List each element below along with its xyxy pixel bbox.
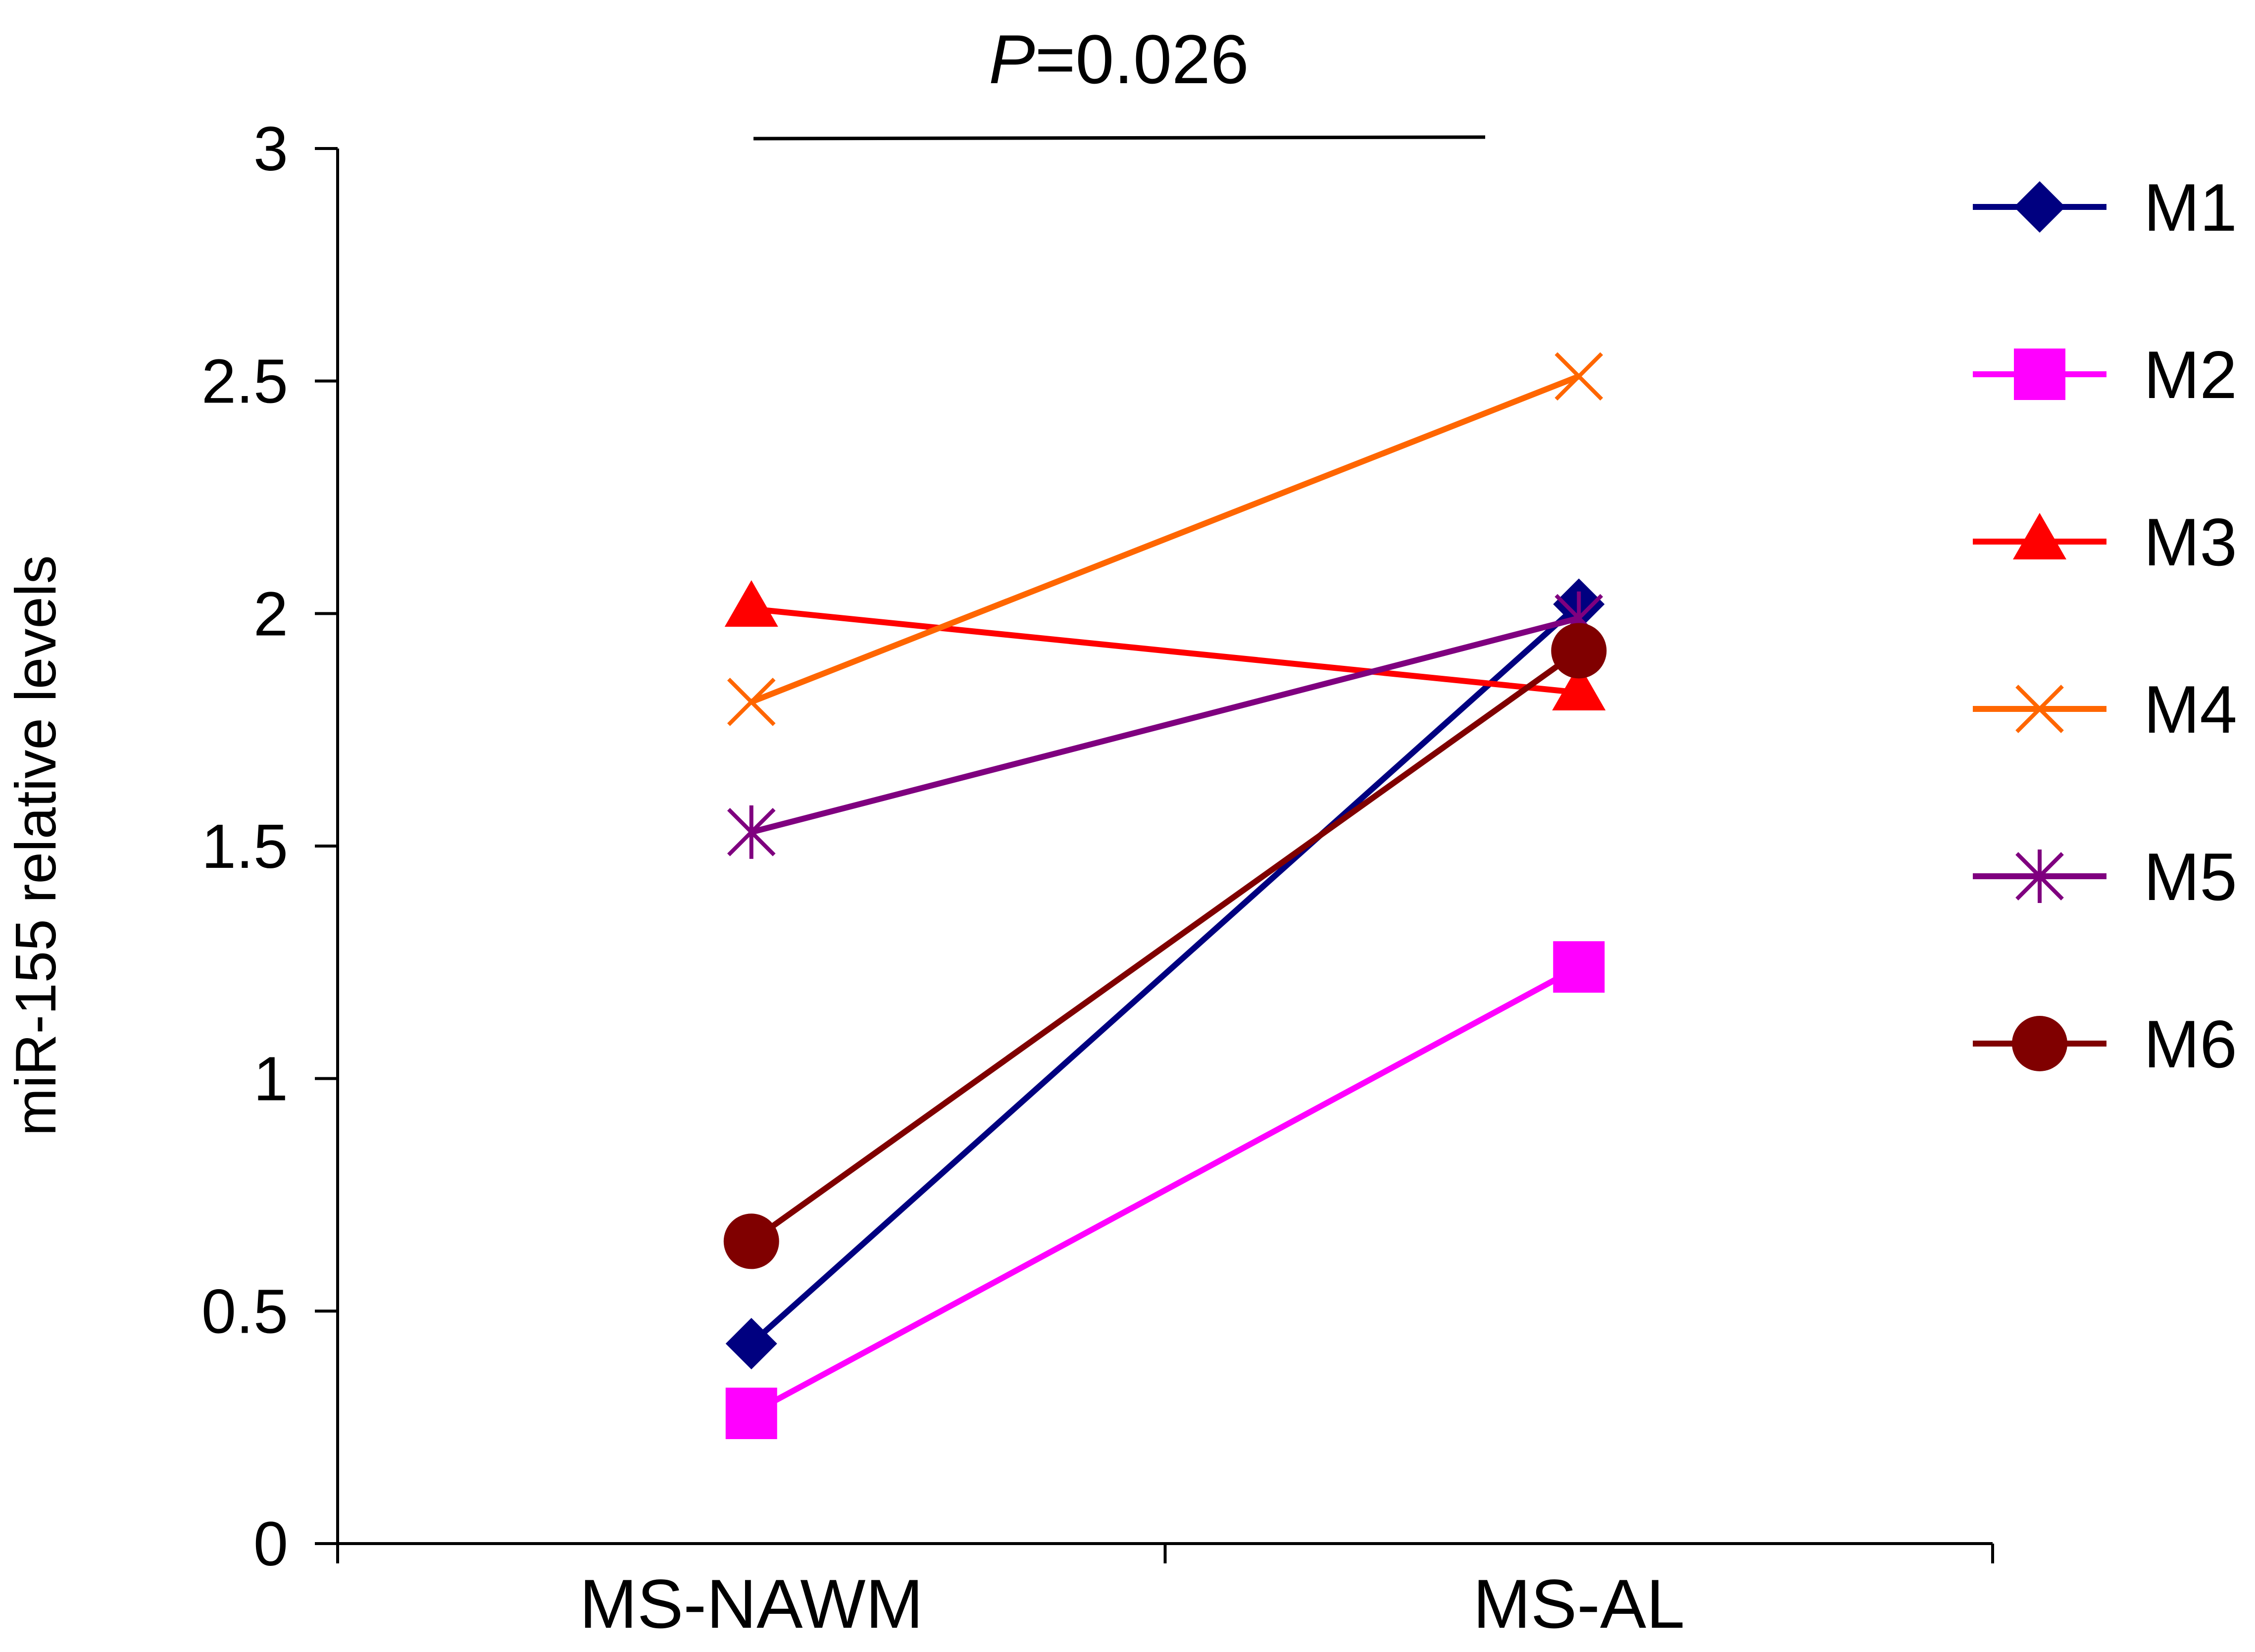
- legend-item: M2: [1973, 337, 2237, 412]
- y-tick-label: 0.5: [201, 1276, 288, 1346]
- legend-label: M1: [2144, 170, 2237, 245]
- axes: [336, 149, 1993, 1545]
- legend-marker: [2014, 349, 2065, 400]
- y-ticks: 0 0.5 1 1.5 2 2.5 3: [201, 114, 338, 1579]
- legend-label: M2: [2144, 337, 2237, 412]
- series-line: [751, 605, 1579, 696]
- series-M6: [723, 623, 1607, 1269]
- series-M4: [727, 352, 1604, 726]
- data-point: [1554, 352, 1604, 401]
- x-category-label: MS-AL: [1473, 1565, 1685, 1643]
- data-point: [723, 1213, 779, 1269]
- p-value-label: P=0.026: [989, 20, 1249, 98]
- data-point: [724, 580, 778, 627]
- legend-label: M5: [2144, 839, 2237, 914]
- series-layer: [723, 352, 1607, 1439]
- legend-marker: [2013, 513, 2066, 559]
- series-M3: [724, 580, 1606, 711]
- series-line: [749, 602, 1581, 1346]
- series-M2: [725, 941, 1605, 1439]
- legend-label: M4: [2144, 672, 2237, 747]
- legend-item: M4: [1973, 672, 2237, 747]
- legend-marker: [2012, 1016, 2067, 1071]
- legend-label: M6: [2144, 1006, 2237, 1082]
- significance-annotation: P=0.026: [753, 20, 1486, 141]
- series-line: [751, 615, 1580, 835]
- y-tick-label: 1: [253, 1044, 288, 1114]
- series-M1: [725, 578, 1605, 1370]
- legend-item: M1: [1973, 170, 2237, 245]
- y-tick-label: 1.5: [201, 811, 288, 881]
- legend-marker: [2015, 850, 2064, 903]
- data-point: [1552, 664, 1606, 711]
- y-tick-label: 3: [253, 114, 288, 184]
- data-point: [727, 805, 776, 859]
- data-point: [727, 677, 776, 726]
- data-point: [1551, 623, 1607, 679]
- x-category-label: MS-NAWM: [579, 1565, 923, 1643]
- x-ticks: MS-NAWM MS-AL: [336, 1544, 1994, 1643]
- y-tick-label: 0: [253, 1509, 288, 1579]
- legend: M1 M2 M3 M4 M5 M6: [1973, 170, 2237, 1082]
- data-point: [1553, 941, 1605, 993]
- series-line: [750, 373, 1580, 705]
- series-line: [750, 964, 1581, 1416]
- y-axis-title: miR-155 relative levels: [3, 555, 68, 1136]
- y-tick-label: 2.5: [201, 347, 288, 416]
- significance-bar: [753, 135, 1486, 141]
- legend-item: M5: [1973, 839, 2237, 914]
- legend-item: M6: [1973, 1006, 2237, 1082]
- legend-label: M3: [2144, 504, 2237, 580]
- data-point: [725, 1318, 777, 1370]
- legend-marker: [2014, 181, 2065, 233]
- y-tick-label: 2: [253, 579, 288, 649]
- data-point: [725, 1387, 777, 1439]
- legend-marker: [2015, 685, 2064, 733]
- series-line: [750, 648, 1581, 1244]
- legend-item: M3: [1973, 504, 2237, 580]
